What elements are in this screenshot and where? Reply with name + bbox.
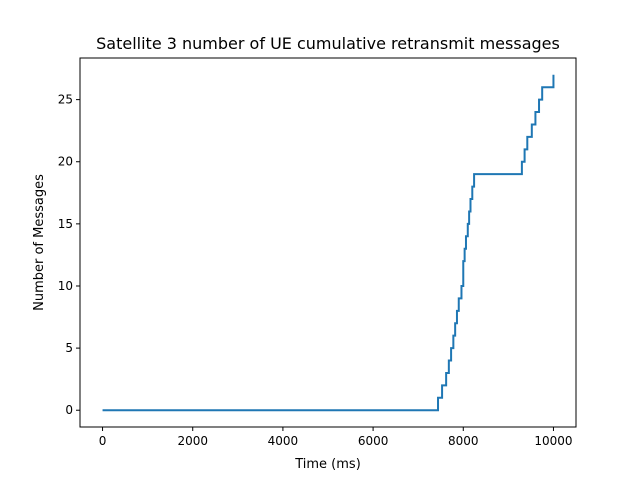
x-tick-label: 4000 — [268, 434, 299, 448]
y-tick-label: 20 — [58, 155, 73, 169]
x-tick-label: 6000 — [358, 434, 389, 448]
x-tick-label: 2000 — [177, 434, 208, 448]
series-line — [102, 74, 555, 412]
axes-frame — [79, 57, 577, 428]
plot-area: 0 2000 4000 6000 8000 10000 0 5 10 15 20 25 — [58, 57, 577, 448]
x-axis-label: Time (ms) — [294, 457, 361, 472]
x-tick-label: 10000 — [534, 434, 572, 448]
y-tick-label: 10 — [58, 279, 73, 293]
y-axis-ticks: 0 5 10 15 20 25 — [58, 93, 80, 417]
y-tick-label: 25 — [58, 93, 73, 107]
y-tick-label: 5 — [65, 341, 73, 355]
x-tick-label: 8000 — [448, 434, 479, 448]
series-layer — [102, 74, 555, 412]
y-tick-label: 15 — [58, 217, 73, 231]
chart-title: Satellite 3 number of UE cumulative retr… — [96, 34, 560, 53]
x-axis-ticks: 0 2000 4000 6000 8000 10000 — [99, 427, 573, 448]
y-axis-label: Number of Messages — [32, 174, 47, 311]
y-tick-label: 0 — [65, 403, 73, 417]
x-tick-label: 0 — [99, 434, 107, 448]
